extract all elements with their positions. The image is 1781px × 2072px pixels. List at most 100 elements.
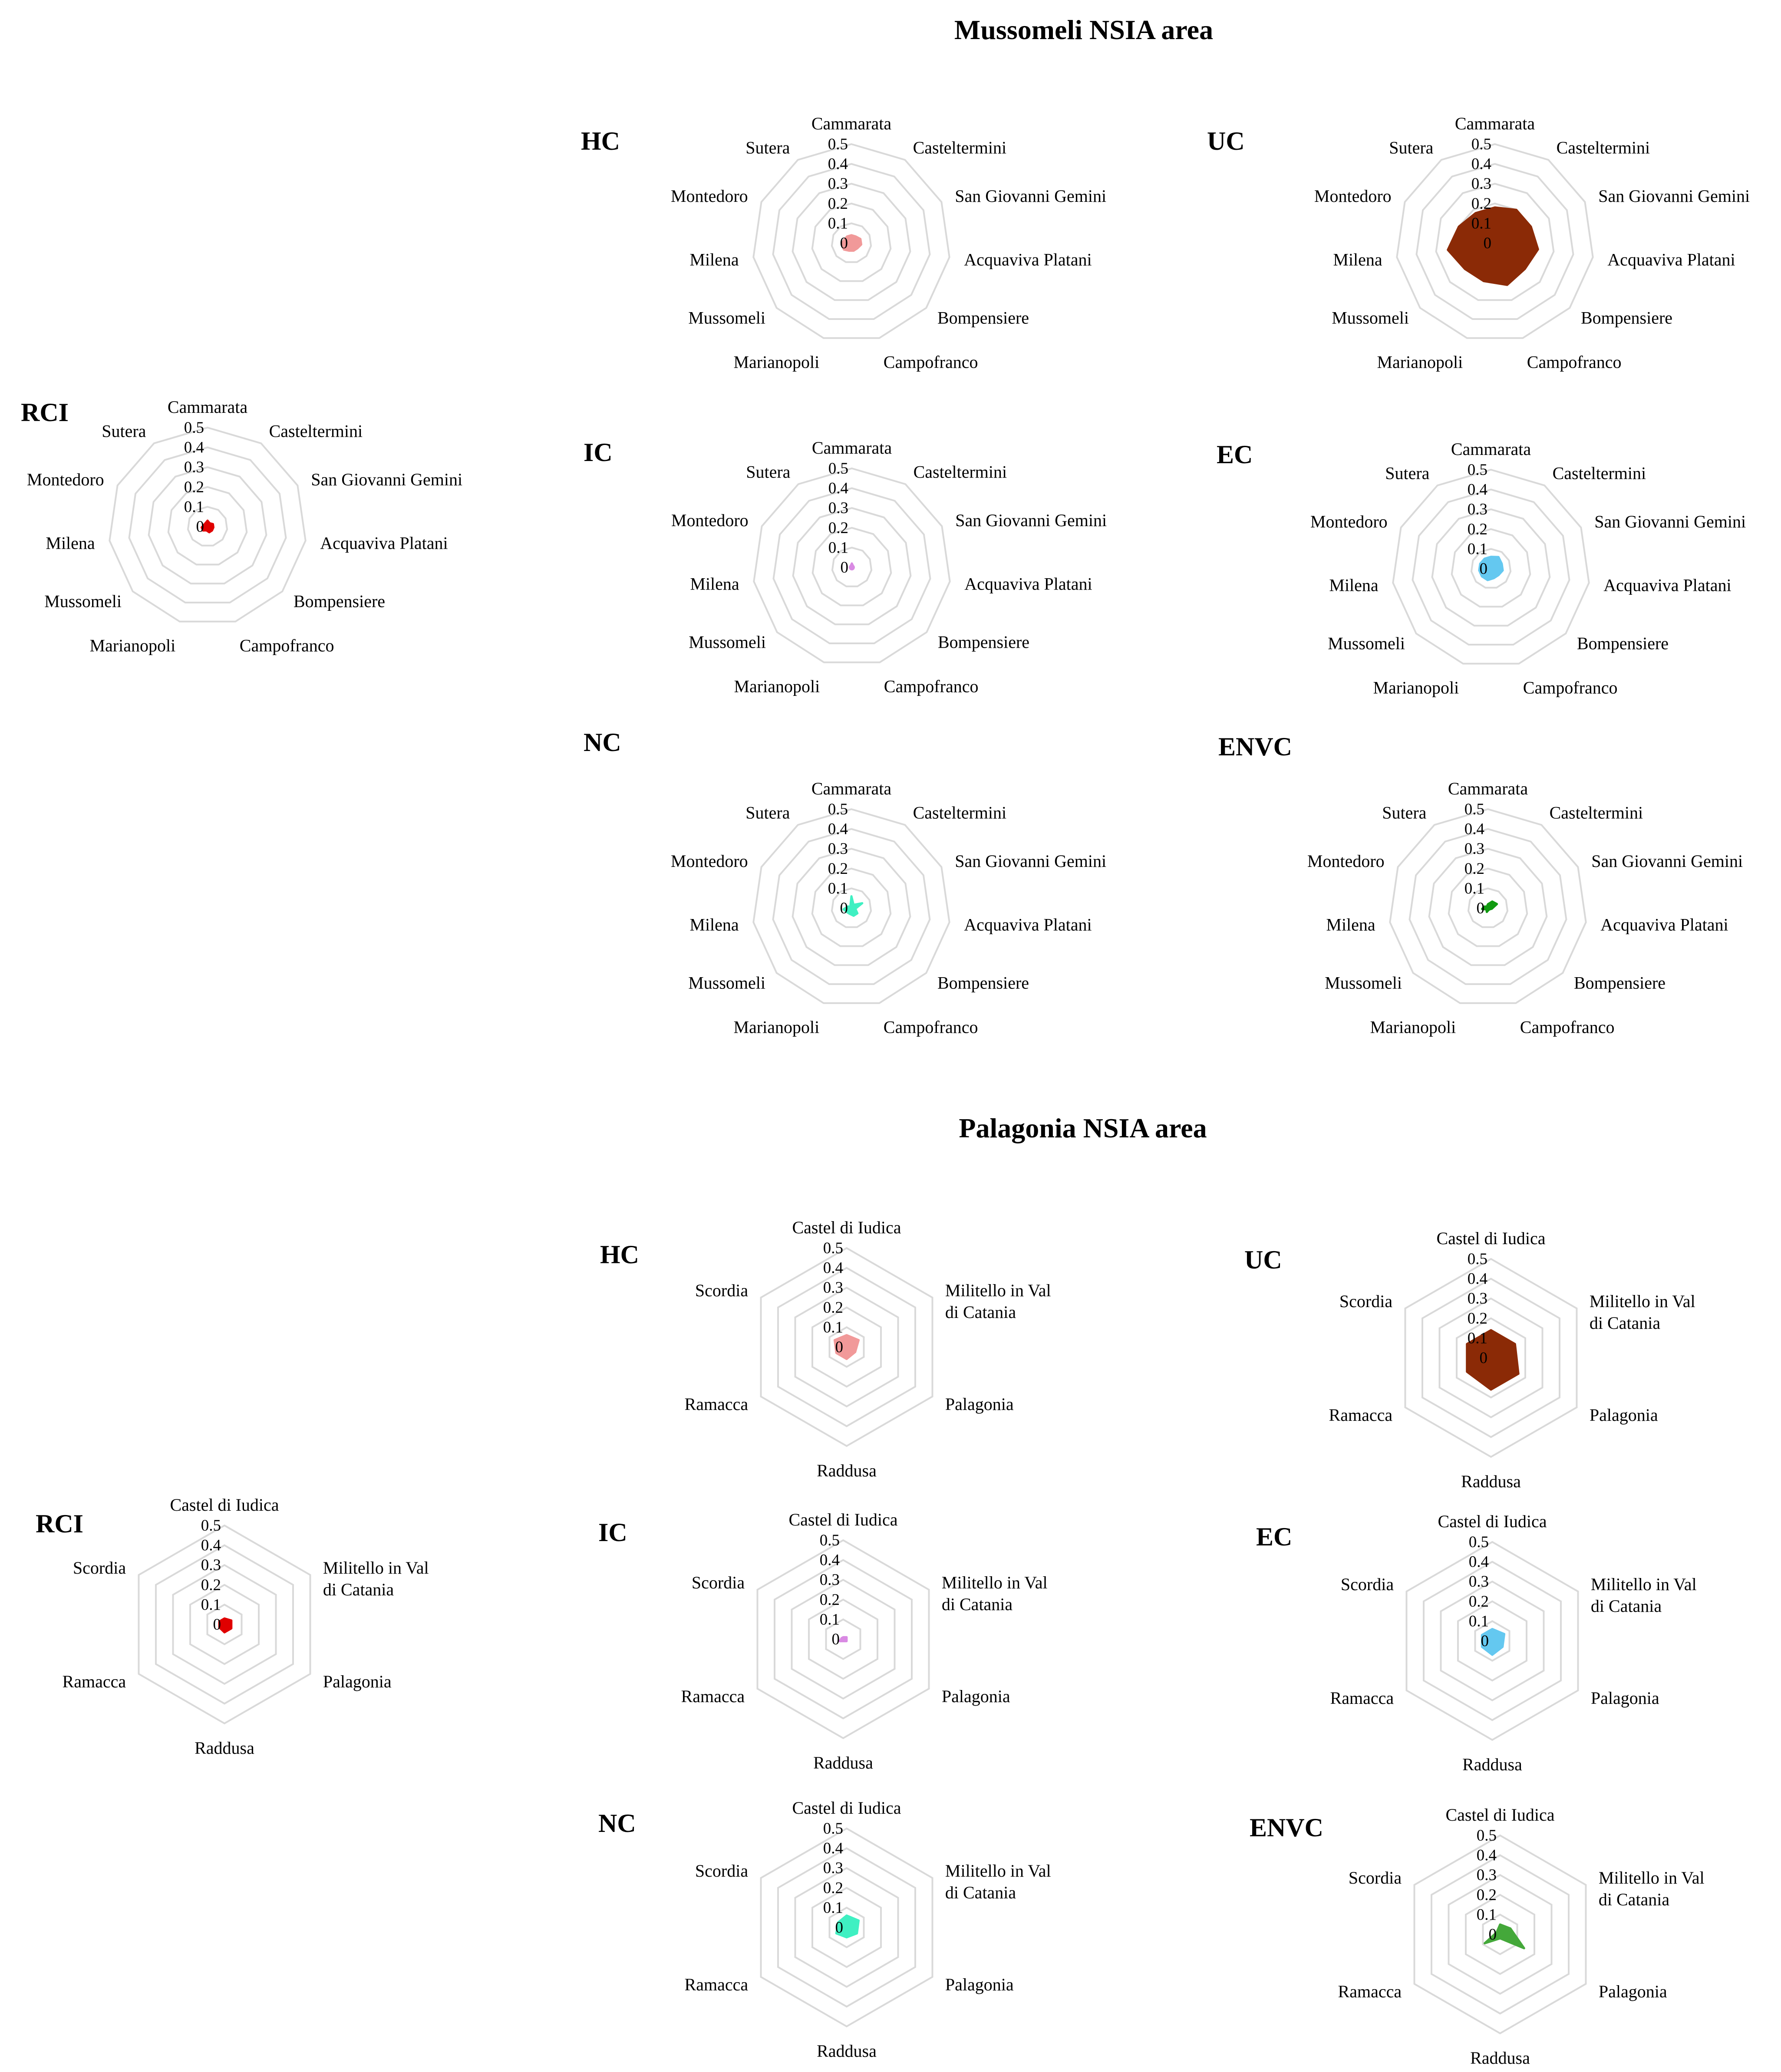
- grid-ring: [138, 1524, 311, 1725]
- tick-label: 0.4: [823, 1259, 843, 1277]
- grid-ring: [828, 1326, 865, 1368]
- tick-label: 0.3: [828, 840, 848, 858]
- tick-label: 0.1: [828, 539, 848, 557]
- radar-chart-palagonia-nc: NC 0 0.1 0.2 0.30.4 0.5 Castel di Iudica Milite…: [598, 1798, 1051, 2061]
- grid-ring: [772, 163, 931, 320]
- grid-ring: [811, 1887, 882, 1968]
- grid-ring: [760, 1247, 933, 1447]
- tick-label: 0.4: [184, 439, 204, 457]
- axis-label-casteltermini: Casteltermini: [913, 138, 1007, 158]
- data-area-hc: [840, 234, 863, 252]
- tick-label: 0.2: [1469, 1593, 1489, 1611]
- tick-label: 0.1: [823, 1899, 843, 1917]
- axis-label-palagonia: Palagonia: [945, 1975, 1014, 1994]
- axis-label-castel-di-iudica: Castel di Iudica: [1445, 1805, 1554, 1825]
- axis-label-san-giovanni-gemini: San Giovanni Gemini: [955, 511, 1107, 530]
- axis-label-montedoro: Montedoro: [671, 851, 748, 871]
- radar-chart-palagonia-ec: EC 0 0.10.2 0.3 0.4 0.5 Castel di Iudica Milite…: [1256, 1512, 1697, 1774]
- axis-label-bompensiere: Bompensiere: [1577, 634, 1669, 653]
- axis-label-acquaviva-platani: Acquaviva Platani: [1607, 250, 1735, 269]
- tick-label: 0.5: [1477, 1827, 1497, 1845]
- axis-label-marianopoli: Marianopoli: [1377, 352, 1463, 372]
- axis-label-sutera: Sutera: [1385, 464, 1429, 483]
- tick-label: 0.5: [820, 1532, 840, 1549]
- tick-label: 0.4: [823, 1840, 843, 1858]
- radar-chart-mussomeli-uc: UC 0 0.10.2 0.3 0.4 0.5 Cammarata Casteltermini…: [1207, 114, 1750, 372]
- axis-label-ramacca: Ramacca: [63, 1672, 126, 1691]
- section-title-mussomeli: Mussomeli NSIA area: [954, 14, 1213, 45]
- grid-ring: [828, 1907, 865, 1948]
- axis-label-san-giovanni-gemini: San Giovanni Gemini: [1598, 186, 1750, 206]
- axis-label-campofranco: Campofranco: [884, 352, 978, 372]
- axis-label-bompensiere: Bompensiere: [294, 592, 385, 611]
- axis-label-mussomeli: Mussomeli: [689, 632, 766, 652]
- tick-label: 0.3: [1468, 1290, 1487, 1308]
- grid-ring: [752, 143, 950, 339]
- chart-label: UC: [1207, 127, 1245, 155]
- axis-label-montedoro: Montedoro: [671, 511, 749, 530]
- grid-ring: [831, 222, 872, 263]
- tick-label: 0.4: [828, 480, 848, 497]
- axis-label-bompensiere: Bompensiere: [937, 308, 1029, 328]
- grid-ring: [1415, 163, 1574, 320]
- tick-label: 0.1: [184, 498, 204, 516]
- grid-ring: [1467, 887, 1509, 928]
- axis-label-san-giovanni-gemini: San Giovanni Gemini: [955, 851, 1106, 871]
- tick-label: 0: [196, 518, 204, 536]
- grid-ring: [1413, 1834, 1587, 2035]
- axis-label-palagonia: Palagonia: [1591, 1688, 1659, 1708]
- grid-ring: [825, 1618, 861, 1660]
- grid-ring: [1431, 1854, 1570, 2015]
- tick-label: 0: [1477, 899, 1485, 917]
- tick-label: 0.1: [1464, 880, 1484, 897]
- tick-label: 0.3: [184, 458, 204, 476]
- axis-label-scordia: Scordia: [1339, 1291, 1392, 1311]
- tick-label: 0.1: [1469, 1612, 1489, 1630]
- axis-label-montedoro: Montedoro: [1314, 186, 1392, 206]
- axis-label-marianopoli: Marianopoli: [89, 636, 175, 655]
- tick-label: 0.4: [1468, 481, 1487, 499]
- axis-label-militello-in-val-di-catania: Militello in Val di Catania: [945, 1281, 1051, 1322]
- tick-label: 0.5: [828, 800, 848, 818]
- tick-label: 0.2: [184, 478, 204, 496]
- grid-ring: [1392, 468, 1590, 665]
- axis-label-marianopoli: Marianopoli: [1370, 1017, 1456, 1037]
- data-area-ec: [1481, 1628, 1506, 1656]
- axis-label-palagonia: Palagonia: [323, 1672, 392, 1691]
- chart-label: HC: [581, 127, 620, 155]
- grid-ring: [772, 487, 931, 644]
- chart-label: NC: [598, 1809, 636, 1838]
- tick-label: 0: [1484, 234, 1492, 252]
- axis-label-militello-in-val-di-catania: Militello in Val di Catania: [942, 1573, 1048, 1614]
- chart-label: IC: [584, 438, 613, 467]
- tick-label: 0.5: [1464, 800, 1484, 818]
- chart-label: ENVC: [1250, 1813, 1323, 1842]
- axis-label-ramacca: Ramacca: [1329, 1405, 1393, 1425]
- tick-label: 0.2: [1471, 195, 1491, 213]
- axis-label-ramacca: Ramacca: [681, 1687, 745, 1706]
- axis-label-sutera: Sutera: [745, 803, 790, 823]
- axis-label-cammarata: Cammarata: [811, 779, 892, 798]
- tick-label: 0.3: [823, 1279, 843, 1297]
- data-area-nc: [842, 895, 864, 917]
- data-area-hc: [833, 1334, 860, 1360]
- radar-chart-palagonia-ic: IC 0 0.1 0.2 0.3 0.4 0.5 Castel di Iudica Milite…: [598, 1510, 1048, 1772]
- tick-label: 0: [1480, 560, 1488, 578]
- grid-ring: [1465, 1894, 1535, 1975]
- grid-ring: [172, 1564, 277, 1685]
- tick-label: 0.2: [823, 1299, 843, 1317]
- grid-ring: [109, 426, 307, 623]
- axis-label-palagonia: Palagonia: [945, 1394, 1014, 1414]
- data-area-ec: [1478, 556, 1504, 581]
- axis-label-mussomeli: Mussomeli: [1328, 634, 1405, 653]
- grid-ring: [1438, 1297, 1544, 1419]
- tick-label: 0: [840, 234, 848, 252]
- tick-label: 0.4: [1477, 1847, 1497, 1864]
- axis-label-palagonia: Palagonia: [1599, 1982, 1667, 2001]
- axis-label-acquaviva-platani: Acquaviva Platani: [320, 533, 448, 553]
- axis-label-campofranco: Campofranco: [884, 1017, 978, 1037]
- axis-label-scordia: Scordia: [695, 1281, 748, 1300]
- tick-label: 0.2: [1468, 1310, 1487, 1328]
- tick-label: 0: [841, 559, 849, 576]
